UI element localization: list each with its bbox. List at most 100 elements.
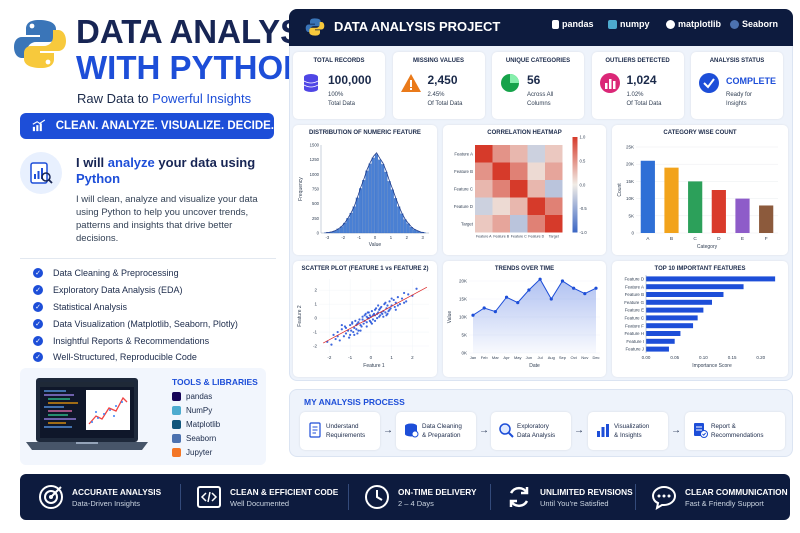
heatmap-cell [527,197,545,215]
chart-card-heatmap: CORRELATION HEATMAP Feature A Feature B Fe… [443,125,606,255]
feature-item: ACCURATE ANALYSIS Data-Driven Insights [38,480,161,514]
x-tick-label: A [646,236,650,242]
histogram-bar [403,219,407,234]
step-label-line1: Visualization [614,423,650,430]
col-label: Feature C [511,235,527,239]
divider [635,484,636,510]
feature-text: CLEAN & EFFICIENT CODE Well Documented [230,487,338,508]
x-tick-label: Feb [481,355,489,360]
x-tick-label: E [741,236,744,242]
x-tick-label: 0.10 [699,355,708,360]
scatter-point [393,305,396,309]
process-step: Report & Recommendations [685,412,785,450]
scatter-point [394,308,397,311]
heatmap-cell [545,180,563,198]
chart-title: TOP 10 IMPORTANT FEATURES [654,266,746,272]
subtitle-pre: Raw Data to [77,91,153,106]
heatmap-cell [475,145,493,163]
heatmap-cell [545,162,563,180]
scatter-point [402,301,406,304]
y-tick-label: 5K [461,333,467,338]
trend-point [549,297,553,301]
y-tick-label: 15K [626,179,634,184]
trend-point [504,295,509,299]
kpi-card: UNIQUE CATEGORIES 56 Across All Columns [492,52,584,119]
x-tick-label: 0.00 [642,355,651,360]
feature-item: ON-TIME DELIVERY 2 – 4 Days [364,480,477,514]
scatter-point [368,314,371,317]
row-label: Feature C [454,186,473,191]
heatmap-cell [492,180,510,198]
numpy-icon [608,19,617,29]
arrow-right-icon: → [479,425,489,436]
service-label: Data Cleaning & Preprocessing [53,268,179,279]
scatter-point [378,315,381,318]
x-tick-label: 2 [411,355,414,360]
y-tick-label: 250 [312,216,320,221]
y-axis-label: Value [447,311,453,324]
trend-point [572,286,576,290]
scatter-point [332,333,335,336]
seaborn-icon [172,434,181,443]
trend-point [471,313,475,317]
scatter-point [388,300,391,303]
kpi-card: OUTLIERS DETECTED 1,024 1.02% Of Total Data [591,52,684,119]
scatter-point [390,297,393,300]
y-tick-label: 1250 [310,157,320,162]
colorbar-tick: 1.0 [580,135,586,140]
python-logo-icon [305,18,325,36]
divider [20,258,276,259]
analytics-icon [20,152,62,194]
category-bar [759,205,774,233]
category-bar [640,160,655,233]
feature-bar [646,276,776,282]
heatmap-cell [510,215,528,233]
x-tick-label: F [765,236,768,242]
x-tick-label: May [514,355,522,360]
x-tick-label: 1 [390,355,393,360]
service-item: ✓ Data Visualization (Matplotlib, Seaborn… [33,315,278,332]
scatter-point [370,322,374,325]
x-axis-label: Value [369,242,382,248]
chart-title: SCATTER PLOT (FEATURE 1 vs FEATURE 2) [301,266,429,272]
feature-title: UNLIMITED REVISIONS [540,486,633,497]
heatmap-cell [527,180,545,198]
x-tick-label: B [670,236,673,242]
col-label: Feature B [493,235,509,239]
x-tick-label: 0.05 [670,355,679,360]
histogram-bar [352,206,356,234]
colorbar-tick: -0.5 [580,206,588,211]
kpi-sub: 2.45% [427,92,445,98]
tool-label: Seaborn [186,434,217,443]
scatter-point [355,328,358,331]
features-footer [20,474,790,520]
x-tick-label: -1 [348,355,352,360]
y-tick-label: 10K [626,196,634,201]
heatmap-cell [510,180,528,198]
scatter-point [358,318,361,321]
x-tick-label: 0.15 [728,355,737,360]
scatter-point [407,293,410,296]
step-label: Visualization & Insights [614,423,649,440]
feature-bar [646,338,675,344]
target-icon [39,485,63,509]
laptop-illustration-icon [26,378,148,450]
trend-point [560,279,565,283]
document-icon [309,422,321,438]
scatter-point [405,300,408,303]
kpi-value: COMPLETE [726,76,777,86]
scatter-chart: -2 -1 0 1 2 -2 -1 0 1 2 Feature 1 Feature 2 [297,279,429,369]
y-axis-label: Feature 2 [297,305,303,327]
feature-bar [646,323,694,329]
chart-title: CATEGORY WISE COUNT [663,130,737,136]
x-axis-label: Feature 1 [363,363,385,369]
scatter-point [361,318,364,321]
kpi-sub: Of Total Data [626,101,662,107]
step-label: Report & Recommendations [711,423,764,440]
x-tick-label: C [693,236,697,242]
y-tick-label: 500 [312,201,320,206]
kpi-value: 2,450 [427,73,458,87]
arrow-right-icon: → [574,425,584,436]
feature-item: CLEAR COMMUNICATION Fast & Friendly Suppo… [651,480,788,514]
y-tick-label: 0 [317,231,320,236]
